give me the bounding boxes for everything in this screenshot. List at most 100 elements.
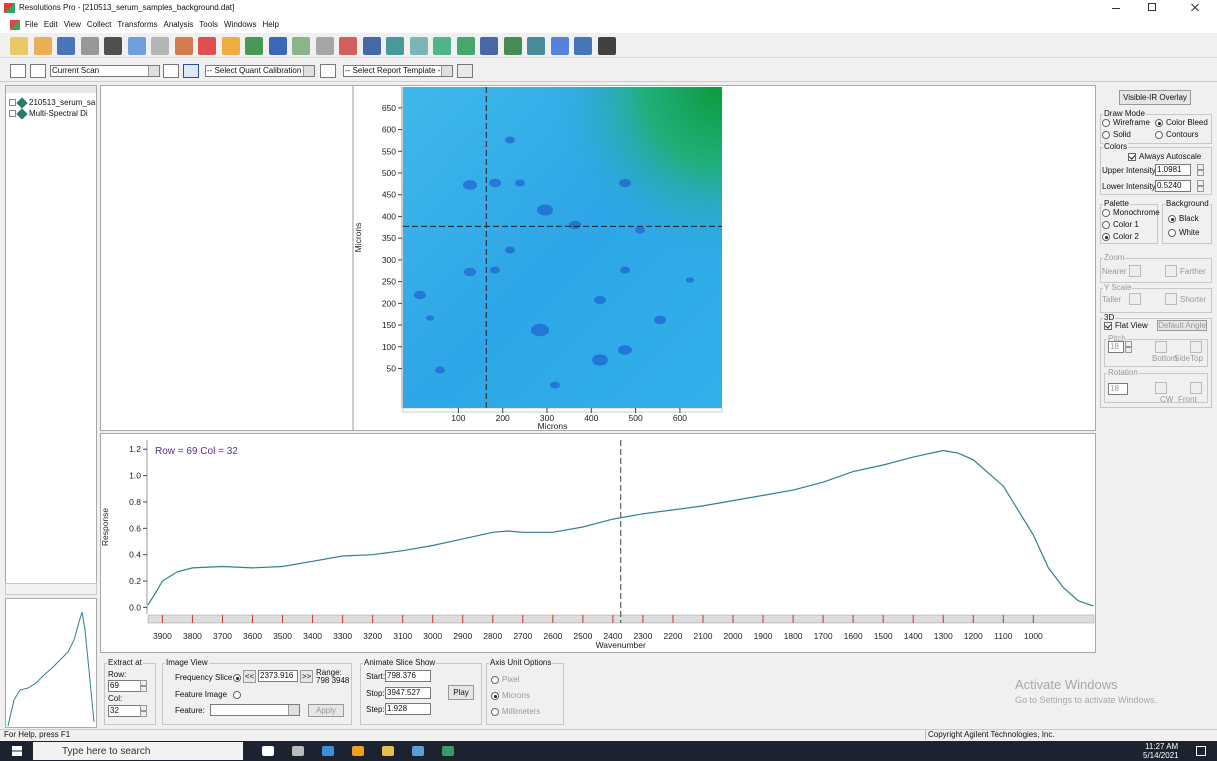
toolbar-button[interactable] (151, 37, 169, 55)
input-value[interactable]: 18 (1110, 384, 1119, 394)
taskbar-app[interactable] (352, 746, 364, 756)
input-value[interactable]: -- Select Quant Calibration -- (207, 66, 309, 76)
scroll-button[interactable] (1190, 382, 1202, 394)
toolbar-button[interactable] (598, 37, 616, 55)
toolbar-button[interactable] (222, 37, 240, 55)
dropdown-arrow[interactable] (148, 66, 159, 76)
minimize-button[interactable] (1112, 8, 1120, 9)
radio-button[interactable] (1168, 229, 1176, 237)
dropdown-arrow[interactable] (303, 66, 314, 76)
button-label[interactable]: Play (448, 688, 474, 698)
scroll-button[interactable] (1129, 293, 1141, 305)
notification-icon[interactable] (1196, 746, 1206, 756)
menu-item[interactable]: File (25, 20, 38, 32)
start-button[interactable] (12, 746, 22, 756)
radio-label[interactable]: Millimeters (502, 707, 540, 717)
toolbar-button[interactable] (527, 37, 545, 55)
radio-label[interactable]: Monochrome (1113, 208, 1160, 218)
toolbar-button[interactable] (504, 37, 522, 55)
input-value[interactable]: -- Select Report Template -- (345, 66, 443, 76)
radio-label[interactable]: Pixel (502, 675, 519, 685)
scroll-button[interactable] (1165, 265, 1177, 277)
toolbar-button[interactable] (574, 37, 592, 55)
toolbar-button[interactable] (245, 37, 263, 55)
toolbar-button[interactable] (386, 37, 404, 55)
radio-label[interactable]: Color 2 (1113, 232, 1139, 242)
menu-item[interactable]: Analysis (164, 20, 194, 32)
toolbar-button[interactable] (480, 37, 498, 55)
toolbar-button[interactable] (433, 37, 451, 55)
taskbar-app[interactable] (412, 746, 424, 756)
taskbar-app[interactable] (322, 746, 334, 756)
radio-button[interactable] (491, 708, 499, 716)
input-value[interactable]: 18 (1110, 342, 1119, 352)
radio-button[interactable] (491, 676, 499, 684)
radio-label[interactable]: Color 1 (1113, 220, 1139, 230)
button-label[interactable]: Apply (308, 706, 344, 716)
scroll-button[interactable] (1165, 293, 1177, 305)
radio-button[interactable] (1102, 221, 1110, 229)
input-value[interactable]: 798.376 (387, 671, 416, 681)
menu-item[interactable]: Help (262, 20, 278, 32)
tree-item[interactable]: 210513_serum_sa (29, 98, 95, 108)
scroll-button[interactable] (1155, 341, 1167, 353)
toolbar-button[interactable] (30, 64, 46, 78)
input-value[interactable]: Current Scan (52, 66, 99, 76)
toolbar-button[interactable] (34, 37, 52, 55)
radio-label[interactable]: Microns (502, 691, 530, 701)
toolbar-button[interactable] (410, 37, 428, 55)
menu-item[interactable]: Edit (44, 20, 58, 32)
toolbar-button[interactable] (163, 64, 179, 78)
toolbar-button[interactable] (316, 37, 334, 55)
toolbar-button[interactable] (457, 37, 475, 55)
input-value[interactable]: 3947.527 (387, 688, 420, 698)
toolbar-button[interactable] (363, 37, 381, 55)
scroll-button[interactable] (1190, 341, 1202, 353)
toolbar-button[interactable] (320, 64, 336, 78)
taskbar-app[interactable] (382, 746, 394, 756)
toolbar-button[interactable] (10, 64, 26, 78)
checkbox-label[interactable]: Always Autoscale (1139, 152, 1201, 162)
button-label[interactable]: << (243, 672, 256, 682)
radio-label[interactable]: Wireframe (1113, 118, 1150, 128)
taskbar-app[interactable] (292, 746, 304, 756)
radio-label[interactable]: Solid (1113, 130, 1131, 140)
radio-button[interactable] (1102, 209, 1110, 217)
tree-item[interactable]: Multi-Spectral Di (29, 109, 88, 119)
button-label[interactable]: Default Angle (1157, 321, 1207, 331)
toolbar-button[interactable] (10, 37, 28, 55)
radio-label[interactable]: White (1179, 228, 1199, 238)
scroll-button[interactable] (1129, 265, 1141, 277)
radio-label[interactable]: Black (1179, 214, 1199, 224)
spin-down[interactable] (1197, 186, 1204, 192)
toolbar-button[interactable] (551, 37, 569, 55)
input-value[interactable]: 0.5240 (1157, 181, 1181, 191)
spin-down[interactable] (1125, 347, 1132, 353)
radio-button[interactable] (1155, 131, 1163, 139)
toolbar-button[interactable] (128, 37, 146, 55)
input-value[interactable]: 1.928 (387, 704, 407, 714)
radio-label[interactable]: Color Bleed (1166, 118, 1208, 128)
scroll-button[interactable] (1155, 382, 1167, 394)
button-label[interactable]: >> (300, 672, 313, 682)
radio-button[interactable] (1102, 131, 1110, 139)
radio-label[interactable]: Contours (1166, 130, 1198, 140)
checkbox-label[interactable]: Flat View (1115, 321, 1148, 331)
menu-item[interactable]: Windows (224, 20, 256, 32)
toolbar-button[interactable] (104, 37, 122, 55)
spin-down[interactable] (140, 711, 147, 717)
scrollbar[interactable] (5, 583, 97, 595)
taskbar-app[interactable] (262, 746, 274, 756)
input-value[interactable]: 1.0981 (1157, 165, 1181, 175)
input-value[interactable]: 69 (110, 681, 119, 691)
text-input[interactable] (210, 704, 300, 716)
toolbar-button[interactable] (81, 37, 99, 55)
radio-button[interactable] (233, 691, 241, 699)
radio-button[interactable] (1102, 119, 1110, 127)
input-value[interactable]: 2373.916 (260, 671, 293, 681)
toolbar-button[interactable] (183, 64, 199, 78)
toolbar-button[interactable] (198, 37, 216, 55)
maximize-button[interactable] (1148, 3, 1156, 11)
menu-item[interactable]: Collect (87, 20, 111, 32)
dropdown-arrow[interactable] (288, 705, 299, 715)
